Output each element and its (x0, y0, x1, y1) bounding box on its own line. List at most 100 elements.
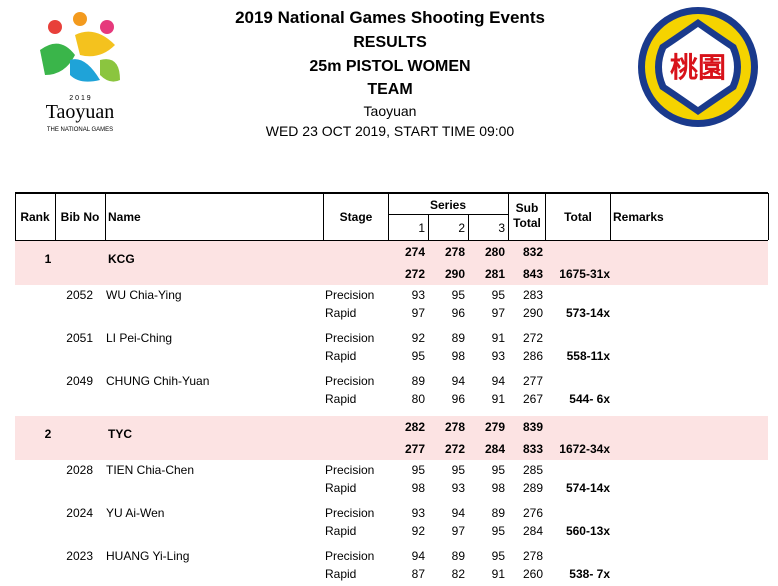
sub-total: 285 (522, 463, 543, 477)
athlete-total: 544- 6x (569, 392, 610, 406)
bib: 2023 (66, 549, 93, 563)
team-series: 277 (404, 442, 425, 456)
col-name: Name (108, 210, 141, 224)
sub-total: 283 (522, 288, 543, 302)
rule (508, 193, 509, 240)
athlete-name: LI Pei-Ching (106, 331, 173, 345)
series-score: 96 (451, 392, 465, 406)
team-series: 280 (484, 245, 505, 259)
sub-total: 290 (522, 306, 543, 320)
stage: Precision (325, 506, 375, 520)
athlete-total: 538- 7x (569, 567, 610, 581)
sub-total: 286 (522, 349, 543, 363)
stage: Precision (325, 374, 375, 388)
sub-total: 276 (522, 506, 543, 520)
series-score: 94 (451, 374, 465, 388)
rule (768, 193, 769, 240)
rule (468, 214, 469, 240)
event: 25m PISTOL WOMEN (309, 58, 471, 75)
date: WED 23 OCT 2019, START TIME 09:00 (265, 123, 515, 139)
series-score: 82 (451, 567, 465, 581)
sub-total: 289 (522, 481, 543, 495)
col-sub-total: Sub Total (513, 201, 541, 230)
series-score: 98 (411, 481, 425, 495)
logo-subtitle: THE NATIONAL GAMES (47, 127, 113, 133)
logo-left: 2 0 1 9 Taoyuan THE NATIONAL GAMES (40, 12, 120, 133)
rule (545, 193, 546, 240)
sub-total: 260 (522, 567, 543, 581)
team-series: 282 (404, 420, 425, 434)
subtitle: RESULTS (353, 34, 427, 51)
rule (388, 214, 508, 215)
team-series: 290 (444, 267, 465, 281)
series-score: 94 (491, 374, 505, 388)
rule (15, 192, 768, 194)
stage: Rapid (325, 349, 357, 363)
series-score: 95 (491, 524, 505, 538)
sub-total: 267 (522, 392, 543, 406)
emblem-inner (662, 27, 734, 107)
series-score: 91 (491, 392, 505, 406)
col-stage: Stage (339, 210, 373, 224)
series-score: 93 (411, 506, 425, 520)
logo-right: 桃園 (638, 7, 758, 127)
athlete-total: 560-13x (565, 524, 610, 538)
team-band (15, 241, 768, 285)
stage: Precision (325, 549, 375, 563)
series-score: 87 (411, 567, 425, 581)
logo-figure (100, 59, 120, 82)
team-sub-total: 843 (522, 267, 543, 281)
series-score: 97 (411, 306, 425, 320)
sub-total: 272 (522, 331, 543, 345)
series-score: 94 (411, 549, 425, 563)
team-sub-total: 832 (522, 245, 543, 259)
logo-figure (75, 31, 115, 57)
series-score: 95 (451, 463, 465, 477)
athlete-name: WU Chia-Ying (106, 288, 182, 302)
team-rank: 1 (44, 252, 52, 266)
series-score: 89 (491, 506, 505, 520)
athlete-name: YU Ai-Wen (106, 506, 165, 520)
series-score: 95 (411, 349, 425, 363)
bib: 2051 (66, 331, 93, 345)
stage: Rapid (325, 567, 357, 581)
rule (323, 193, 324, 240)
category: TEAM (367, 81, 413, 98)
team-rank: 2 (44, 427, 52, 441)
series-score: 93 (451, 481, 465, 495)
col-series-number: 1 (418, 221, 425, 235)
stage: Rapid (325, 524, 357, 538)
col-series-number: 2 (458, 221, 465, 235)
logo-figure (73, 12, 87, 26)
sub-total: 277 (522, 374, 543, 388)
team-total: 1672-34x (559, 442, 610, 456)
col-rank: Rank (20, 210, 50, 224)
stage: Precision (325, 463, 375, 477)
col-series-number: 3 (498, 221, 505, 235)
logo-figure (48, 20, 62, 34)
team-series: 281 (484, 267, 505, 281)
series-score: 89 (411, 374, 425, 388)
athlete-name: HUANG Yi-Ling (106, 549, 190, 563)
series-score: 98 (491, 481, 505, 495)
athlete-name: TIEN Chia-Chen (106, 463, 195, 477)
series-score: 92 (411, 524, 425, 538)
bib: 2028 (66, 463, 93, 477)
team-series: 278 (444, 245, 465, 259)
series-score: 97 (491, 306, 505, 320)
sub-total: 278 (522, 549, 543, 563)
venue: Taoyuan (363, 103, 417, 119)
team-series: 274 (404, 245, 425, 259)
team-name: KCG (108, 252, 135, 266)
series-score: 95 (491, 549, 505, 563)
athlete-total: 573-14x (565, 306, 610, 320)
series-score: 98 (451, 349, 465, 363)
logo-figure (70, 59, 100, 82)
series-score: 80 (411, 392, 425, 406)
series-score: 97 (451, 524, 465, 538)
stage: Rapid (325, 392, 357, 406)
col-bib: Bib No (60, 210, 100, 224)
team-total: 1675-31x (559, 267, 610, 281)
team-series: 272 (444, 442, 465, 456)
col-total: Total (564, 210, 592, 224)
